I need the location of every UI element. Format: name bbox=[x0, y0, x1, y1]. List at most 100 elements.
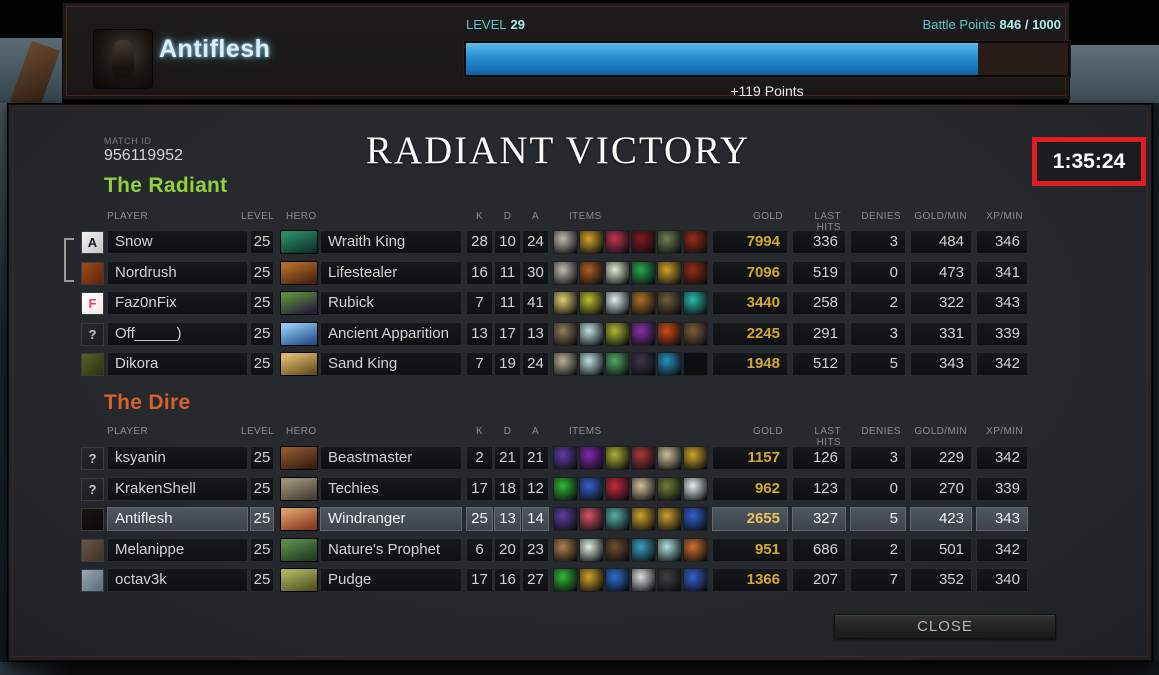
avatar-glyph: ? bbox=[88, 451, 97, 466]
player-name[interactable]: Antiflesh bbox=[107, 507, 248, 531]
item-icon bbox=[631, 261, 656, 285]
match-id-label: MATCH ID bbox=[104, 136, 152, 146]
player-avatar[interactable]: A bbox=[81, 231, 104, 254]
match-id-value: 956119952 bbox=[104, 147, 183, 164]
hero-name: Sand King bbox=[320, 352, 462, 376]
player-avatar[interactable]: ? bbox=[81, 323, 104, 346]
close-button[interactable]: CLOSE bbox=[834, 614, 1056, 639]
last-hits-value: 519 bbox=[792, 261, 846, 285]
player-name[interactable]: Nordrush bbox=[107, 261, 248, 285]
column-header-xp-per-min: XP/MIN bbox=[986, 426, 1023, 437]
player-avatar[interactable]: ? bbox=[81, 478, 104, 501]
player-name[interactable]: Melanippe bbox=[107, 538, 248, 562]
gold-value: 1366 bbox=[712, 568, 788, 592]
hero-portrait-icon bbox=[280, 352, 318, 376]
xp-per-min-value: 343 bbox=[976, 507, 1028, 531]
profile-player-name: Antiflesh bbox=[159, 35, 271, 63]
player-avatar[interactable] bbox=[81, 353, 104, 376]
player-avatar[interactable] bbox=[81, 539, 104, 562]
item-icon bbox=[657, 568, 682, 592]
column-header-denies: DENIES bbox=[861, 211, 901, 222]
item-icon bbox=[657, 477, 682, 501]
column-header-hero: HERO bbox=[286, 211, 317, 222]
item-icon bbox=[605, 477, 630, 501]
hero-portrait-icon bbox=[280, 230, 318, 254]
item-icon bbox=[657, 538, 682, 562]
hero-name: Techies bbox=[320, 477, 462, 501]
denies-value: 5 bbox=[850, 352, 906, 376]
player-level: 25 bbox=[250, 477, 274, 501]
column-header-gold-per-min: GOLD/MIN bbox=[914, 426, 967, 437]
hero-portrait-icon bbox=[280, 507, 318, 531]
gold-per-min-value: 322 bbox=[910, 291, 972, 315]
profile-bar: Antiflesh LEVEL 29 Battle Points 846 / 100… bbox=[62, 2, 1070, 100]
assists-value: 14 bbox=[522, 507, 549, 531]
item-icon bbox=[579, 291, 604, 315]
hero-name: Beastmaster bbox=[320, 446, 462, 470]
column-header-last-hits: LAST HITS bbox=[814, 211, 841, 233]
player-name[interactable]: ksyanin bbox=[107, 446, 248, 470]
player-name[interactable]: Off_____) bbox=[107, 322, 248, 346]
kills-value: 2 bbox=[466, 446, 493, 470]
battle-points-label: Battle Points bbox=[922, 17, 996, 32]
gold-per-min-value: 343 bbox=[910, 352, 972, 376]
item-icon bbox=[605, 446, 630, 470]
item-icon bbox=[605, 261, 630, 285]
player-row: A Snow 25 Wraith King 28 10 24 7994 336 … bbox=[81, 230, 1028, 254]
player-row: Nordrush 25 Lifestealer 16 11 30 7096 51… bbox=[81, 261, 1028, 285]
player-level: 25 bbox=[250, 352, 274, 376]
player-name[interactable]: Snow bbox=[107, 230, 248, 254]
deaths-value: 19 bbox=[494, 352, 521, 376]
kills-value: 7 bbox=[466, 291, 493, 315]
xp-progress-fill bbox=[466, 43, 978, 75]
item-slots bbox=[553, 261, 708, 285]
player-name[interactable]: Faz0nFix bbox=[107, 291, 248, 315]
denies-value: 5 bbox=[850, 507, 906, 531]
item-icon bbox=[553, 568, 578, 592]
assists-value: 30 bbox=[522, 261, 549, 285]
item-icon bbox=[605, 538, 630, 562]
player-avatar[interactable] bbox=[81, 508, 104, 531]
item-icon bbox=[553, 538, 578, 562]
radiant-team-title: The Radiant bbox=[104, 174, 228, 197]
item-icon bbox=[657, 446, 682, 470]
item-icon bbox=[683, 261, 708, 285]
item-icon bbox=[579, 261, 604, 285]
hero-name: Lifestealer bbox=[320, 261, 462, 285]
item-icon bbox=[579, 568, 604, 592]
denies-value: 0 bbox=[850, 477, 906, 501]
xp-per-min-value: 343 bbox=[976, 291, 1028, 315]
item-icon bbox=[553, 261, 578, 285]
player-avatar[interactable]: F bbox=[81, 292, 104, 315]
hero-portrait-icon bbox=[280, 446, 318, 470]
assists-value: 23 bbox=[522, 538, 549, 562]
xp-per-min-value: 339 bbox=[976, 322, 1028, 346]
gold-per-min-value: 229 bbox=[910, 446, 972, 470]
gold-value: 2655 bbox=[712, 507, 788, 531]
profile-avatar[interactable] bbox=[93, 29, 153, 89]
item-icon bbox=[605, 352, 630, 376]
kills-value: 17 bbox=[466, 477, 493, 501]
player-row: F Faz0nFix 25 Rubick 7 11 41 3440 258 2 … bbox=[81, 291, 1028, 315]
player-avatar[interactable] bbox=[81, 569, 104, 592]
player-name[interactable]: Dikora bbox=[107, 352, 248, 376]
party-bracket-icon bbox=[64, 238, 74, 282]
player-level: 25 bbox=[250, 322, 274, 346]
xp-per-min-value: 339 bbox=[976, 477, 1028, 501]
item-icon bbox=[683, 538, 708, 562]
hero-portrait-icon bbox=[280, 568, 318, 592]
gold-per-min-value: 501 bbox=[910, 538, 972, 562]
hero-name: Rubick bbox=[320, 291, 462, 315]
column-header-last-hits: LAST HITS bbox=[814, 426, 841, 448]
player-avatar[interactable]: ? bbox=[81, 447, 104, 470]
column-header-kills: K bbox=[475, 426, 484, 437]
player-avatar[interactable] bbox=[81, 262, 104, 285]
item-icon bbox=[605, 230, 630, 254]
item-slots bbox=[553, 477, 708, 501]
level-label: LEVEL 29 bbox=[466, 17, 525, 32]
player-name[interactable]: octav3k bbox=[107, 568, 248, 592]
player-row: Antiflesh 25 Windranger 25 13 14 2655 32… bbox=[81, 507, 1028, 531]
player-name[interactable]: KrakenShell bbox=[107, 477, 248, 501]
last-hits-value: 207 bbox=[792, 568, 846, 592]
column-header-gold: GOLD bbox=[753, 211, 783, 222]
